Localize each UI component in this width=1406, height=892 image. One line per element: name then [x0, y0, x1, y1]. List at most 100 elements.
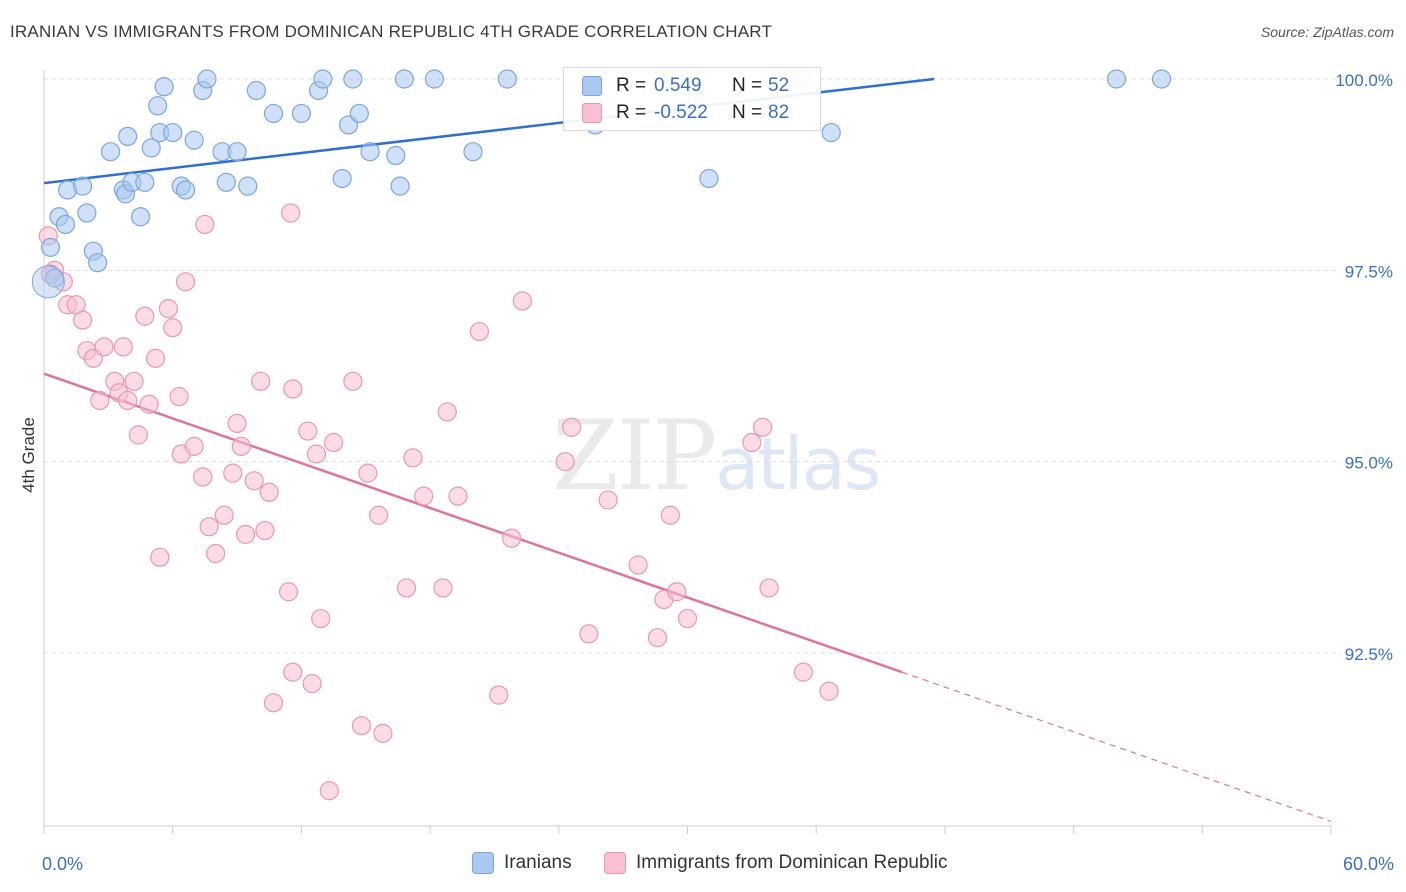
r-value: -0.522	[654, 102, 708, 123]
point-iranians	[1151, 69, 1172, 89]
point-iranians	[148, 96, 168, 116]
point-dominican	[579, 624, 599, 644]
point-dominican	[469, 321, 490, 342]
trend-line-dominican-extrapolated	[901, 671, 1332, 822]
point-dominican	[259, 482, 279, 502]
point-iranians	[135, 172, 155, 192]
point-dominican	[278, 582, 299, 602]
point-iranians	[100, 142, 121, 162]
legend-swatch-dominican	[604, 852, 626, 874]
legend-swatch-dominican	[582, 103, 602, 123]
point-iranians	[88, 253, 108, 273]
point-dominican	[128, 425, 148, 445]
point-iranians	[1106, 69, 1127, 89]
chart-title: IRANIAN VS IMMIGRANTS FROM DOMINICAN REP…	[10, 22, 773, 41]
point-dominican	[73, 310, 93, 330]
point-dominican	[94, 337, 114, 357]
point-iranians	[263, 103, 284, 124]
r-value: 0.549	[654, 75, 702, 96]
point-dominican	[184, 436, 204, 456]
legend-label-iranians: Iranians	[504, 852, 572, 873]
y-tick-label: 92.5%	[1345, 645, 1393, 664]
point-iranians	[246, 80, 266, 101]
point-dominican	[351, 716, 372, 736]
point-dominican	[206, 543, 226, 564]
point-iranians	[386, 145, 406, 166]
legend-row-dominican: R = -0.522 N = 82	[582, 101, 789, 125]
point-dominican	[759, 578, 779, 598]
point-dominican	[283, 379, 303, 399]
x-tick-label-max: 60.0%	[1343, 854, 1394, 874]
point-dominican	[163, 318, 183, 338]
point-dominican	[433, 578, 453, 598]
point-dominican	[263, 693, 284, 713]
watermark-atlas: atlas	[715, 422, 881, 506]
trend-line-dominican	[43, 372, 903, 674]
point-iranians	[175, 180, 196, 200]
point-dominican	[150, 547, 170, 567]
point-iranians	[163, 122, 183, 143]
point-iranians	[332, 168, 352, 189]
point-iranians-cluster	[31, 265, 65, 299]
point-iranians	[238, 176, 258, 196]
point-iranians	[360, 142, 380, 162]
point-iranians	[463, 142, 483, 162]
point-iranians	[141, 138, 161, 158]
point-iranians	[497, 69, 517, 89]
point-dominican	[90, 390, 110, 411]
point-dominican	[231, 436, 251, 456]
point-iranians	[227, 142, 247, 162]
y-axis-title: 4th Grade	[19, 417, 38, 493]
point-dominican	[667, 582, 687, 602]
point-dominican	[118, 390, 138, 411]
n-label: N =	[732, 75, 763, 96]
point-dominican	[319, 781, 339, 801]
point-dominican	[358, 463, 378, 483]
point-dominican	[175, 272, 196, 292]
y-tick-label: 97.5%	[1345, 262, 1393, 281]
point-iranians	[313, 69, 333, 89]
point-dominican	[302, 674, 322, 694]
zipatlas-watermark: ZIPatlas	[552, 400, 881, 512]
y-tick-label: 95.0%	[1345, 454, 1393, 473]
legend-item-iranians: Iranians	[472, 852, 572, 874]
point-dominican	[752, 417, 773, 437]
n-value: 82	[768, 102, 790, 123]
point-dominican	[598, 490, 618, 510]
n-value: 52	[768, 75, 790, 96]
point-iranians	[197, 69, 217, 89]
point-dominican	[555, 452, 575, 472]
point-dominican	[373, 723, 393, 743]
point-iranians	[73, 176, 93, 196]
point-dominican	[742, 432, 762, 453]
point-dominican	[311, 608, 331, 629]
point-dominican	[298, 421, 318, 441]
point-dominican	[223, 463, 243, 483]
watermark-zip: ZIP	[552, 400, 717, 512]
point-dominican	[343, 371, 363, 391]
point-iranians	[77, 203, 97, 223]
point-iranians	[154, 77, 174, 97]
point-dominican	[244, 471, 264, 491]
point-dominican	[227, 413, 247, 433]
legend-swatch-iranians	[582, 76, 602, 96]
point-dominican	[647, 628, 668, 648]
point-dominican	[369, 505, 389, 525]
point-iranians	[118, 126, 138, 146]
point-dominican	[281, 203, 301, 223]
point-iranians	[291, 103, 311, 124]
point-dominican	[169, 387, 189, 407]
axis-labels: 100.0% 97.5% 95.0% 92.5% 0.0% 60.0% 4th Grade	[19, 71, 1394, 874]
point-dominican	[403, 448, 423, 468]
source-note: Source: ZipAtlas.com	[1260, 24, 1394, 40]
point-dominican	[145, 348, 166, 368]
grid-lines	[44, 78, 1341, 654]
n-label: N =	[732, 102, 763, 123]
point-iranians	[349, 103, 369, 124]
point-iranians	[821, 122, 841, 143]
point-dominican	[251, 371, 271, 391]
point-dominican	[283, 662, 303, 682]
point-dominican	[193, 467, 213, 487]
x-tick-label-min: 0.0%	[42, 854, 83, 874]
point-dominican	[255, 520, 275, 541]
